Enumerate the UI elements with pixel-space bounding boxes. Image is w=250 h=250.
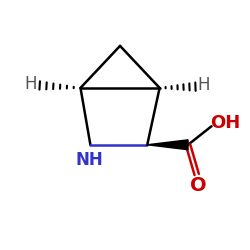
Text: H: H [24, 75, 36, 93]
Text: NH: NH [75, 151, 103, 169]
Text: O: O [190, 176, 206, 195]
Text: H: H [198, 76, 210, 94]
Polygon shape [147, 140, 188, 150]
Text: OH: OH [210, 114, 240, 132]
